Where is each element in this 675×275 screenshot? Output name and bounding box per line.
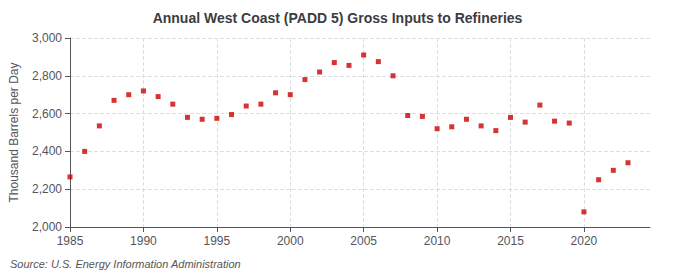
- svg-text:2000: 2000: [277, 234, 304, 248]
- svg-text:2,000: 2,000: [32, 220, 62, 234]
- svg-text:2010: 2010: [424, 234, 451, 248]
- svg-text:1990: 1990: [130, 234, 157, 248]
- svg-text:Annual West Coast (PADD 5) Gro: Annual West Coast (PADD 5) Gross Inputs …: [153, 10, 523, 26]
- svg-text:2020: 2020: [571, 234, 598, 248]
- svg-text:3,000: 3,000: [32, 31, 62, 45]
- svg-text:2,200: 2,200: [32, 182, 62, 196]
- svg-text:Thousand Barrels per Day: Thousand Barrels per Day: [7, 62, 21, 202]
- svg-text:2,600: 2,600: [32, 107, 62, 121]
- svg-text:Source: U.S. Energy Informatio: Source: U.S. Energy Information Administ…: [10, 258, 241, 270]
- svg-text:2005: 2005: [350, 234, 377, 248]
- svg-text:2,800: 2,800: [32, 69, 62, 83]
- svg-text:2,400: 2,400: [32, 144, 62, 158]
- svg-text:1995: 1995: [203, 234, 230, 248]
- svg-text:2015: 2015: [497, 234, 524, 248]
- svg-text:1985: 1985: [57, 234, 84, 248]
